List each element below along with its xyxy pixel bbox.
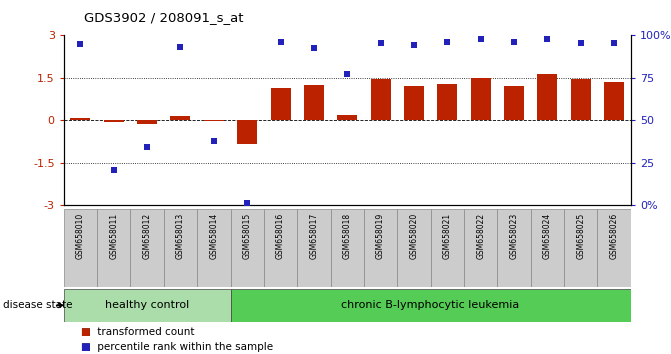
Bar: [331, 209, 364, 287]
Bar: [97, 209, 130, 287]
Point: [209, 138, 219, 144]
Point: [542, 36, 553, 42]
Point: [175, 44, 186, 50]
Text: GSM658014: GSM658014: [209, 213, 218, 259]
Bar: [297, 209, 331, 287]
Point: [142, 144, 152, 150]
Text: GSM658024: GSM658024: [543, 213, 552, 259]
Bar: [470, 78, 491, 120]
Bar: [137, 120, 157, 124]
Text: GDS3902 / 208091_s_at: GDS3902 / 208091_s_at: [84, 11, 244, 24]
Point: [509, 40, 519, 45]
Text: ■: ■: [81, 342, 91, 352]
Bar: [270, 88, 291, 120]
Text: GSM658017: GSM658017: [309, 213, 319, 259]
Bar: [164, 209, 197, 287]
Point: [275, 39, 286, 45]
Text: disease state: disease state: [3, 300, 73, 310]
Bar: [564, 209, 597, 287]
Bar: [130, 209, 164, 287]
Text: ■  percentile rank within the sample: ■ percentile rank within the sample: [81, 342, 272, 352]
Text: GSM658010: GSM658010: [76, 213, 85, 259]
Bar: [464, 209, 497, 287]
Point: [309, 45, 319, 51]
Text: ■: ■: [81, 327, 91, 337]
Bar: [431, 209, 464, 287]
Text: GSM658011: GSM658011: [109, 213, 118, 259]
Point: [609, 40, 619, 46]
Bar: [404, 86, 424, 120]
Bar: [364, 209, 397, 287]
Text: GSM658018: GSM658018: [343, 213, 352, 259]
Point: [342, 72, 353, 77]
Text: GSM658016: GSM658016: [276, 213, 285, 259]
Bar: [231, 209, 264, 287]
Bar: [397, 209, 431, 287]
Bar: [197, 209, 231, 287]
Bar: [104, 120, 123, 122]
Point: [109, 167, 119, 173]
Text: GSM658025: GSM658025: [576, 213, 585, 259]
Text: GSM658019: GSM658019: [376, 213, 385, 259]
Bar: [70, 118, 91, 120]
Bar: [231, 289, 631, 322]
Bar: [597, 209, 631, 287]
Point: [409, 42, 419, 48]
Point: [242, 200, 252, 206]
Bar: [64, 209, 97, 287]
Bar: [237, 120, 257, 144]
Bar: [304, 85, 324, 120]
Bar: [571, 79, 590, 120]
Bar: [338, 115, 357, 120]
Text: ■  transformed count: ■ transformed count: [81, 327, 194, 337]
Text: chronic B-lymphocytic leukemia: chronic B-lymphocytic leukemia: [342, 300, 520, 310]
Point: [575, 40, 586, 46]
Text: GSM658020: GSM658020: [409, 213, 419, 259]
Bar: [504, 86, 524, 120]
Text: GSM658022: GSM658022: [476, 213, 485, 259]
Bar: [204, 120, 224, 121]
Bar: [497, 209, 531, 287]
Text: GSM658013: GSM658013: [176, 213, 185, 259]
Text: GSM658023: GSM658023: [509, 213, 519, 259]
Point: [475, 36, 486, 42]
Bar: [264, 209, 297, 287]
Text: GSM658012: GSM658012: [143, 213, 152, 259]
Text: GSM658026: GSM658026: [609, 213, 619, 259]
Bar: [537, 74, 558, 120]
Point: [75, 41, 86, 47]
Point: [442, 40, 453, 45]
Text: GSM658021: GSM658021: [443, 213, 452, 259]
Bar: [531, 209, 564, 287]
Text: healthy control: healthy control: [105, 300, 189, 310]
Bar: [170, 116, 191, 120]
Text: GSM658015: GSM658015: [243, 213, 252, 259]
Bar: [370, 79, 391, 120]
Point: [375, 40, 386, 46]
Bar: [604, 82, 624, 120]
Bar: [437, 84, 458, 120]
Bar: [64, 289, 231, 322]
